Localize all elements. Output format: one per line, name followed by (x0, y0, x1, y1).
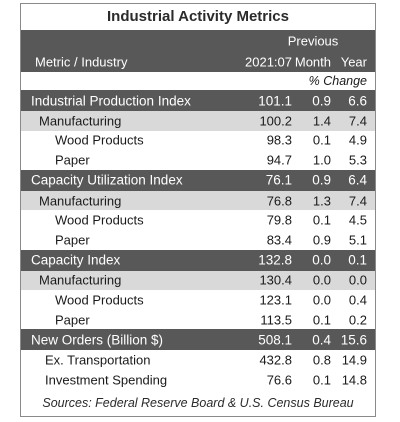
row-year-change: 0.0 (348, 272, 367, 288)
row-month-change: 0.9 (312, 232, 331, 248)
table-row: Wood Products 123.1 0.0 0.4 (21, 290, 375, 310)
row-value: 101.1 (258, 93, 292, 108)
row-label: Capacity Index (31, 252, 121, 268)
row-label: Wood Products (55, 132, 144, 148)
section-sub-row: Manufacturing 130.4 0.0 0.0 (21, 270, 375, 291)
header-pct-change: % Change (308, 74, 367, 88)
row-month-change: 0.0 (312, 292, 331, 308)
row-label: Wood Products (55, 292, 144, 308)
row-label: Investment Spending (45, 372, 168, 388)
row-month-change: 1.4 (312, 113, 331, 129)
row-month-change: 0.1 (312, 132, 331, 148)
section-sub-row: Manufacturing 100.2 1.4 7.4 (21, 111, 375, 131)
row-year-change: 7.4 (348, 113, 367, 129)
row-month-change: 0.9 (312, 172, 331, 188)
header-period: 2021:07 (245, 54, 292, 69)
header-row-1: Previous (21, 30, 375, 51)
section-main-row: New Orders (Billion $) 508.1 0.4 15.6 (21, 329, 375, 351)
row-label: Ex. Transportation (45, 352, 151, 368)
table-row: Wood Products 98.3 0.1 4.9 (21, 131, 375, 151)
row-value: 132.8 (258, 252, 292, 268)
table-row: Paper 94.7 1.0 5.3 (21, 150, 375, 170)
header-year: Year (340, 54, 367, 69)
row-label: Manufacturing (39, 272, 122, 288)
row-year-change: 0.2 (348, 312, 367, 328)
row-month-change: 0.4 (312, 332, 331, 348)
table-title: Industrial Activity Metrics (107, 8, 289, 25)
row-month-change: 0.0 (312, 252, 331, 268)
row-month-change: 1.3 (312, 193, 331, 209)
row-year-change: 0.4 (348, 292, 367, 308)
row-month-change: 0.1 (312, 212, 331, 228)
row-year-change: 14.9 (341, 352, 367, 368)
row-value: 100.2 (259, 113, 292, 129)
row-label: Manufacturing (39, 113, 122, 129)
row-value: 432.8 (259, 352, 292, 368)
section-sub-row: Manufacturing 76.8 1.3 7.4 (21, 190, 375, 211)
section-main-row: Capacity Index 132.8 0.0 0.1 (21, 249, 375, 271)
table-row: Paper 113.5 0.1 0.2 (21, 310, 375, 330)
row-value: 130.4 (259, 272, 292, 288)
row-year-change: 15.6 (340, 332, 367, 348)
row-year-change: 14.8 (341, 372, 367, 388)
header-row-3: % Change (21, 72, 375, 90)
row-value: 79.8 (266, 212, 292, 228)
metrics-table: Industrial Activity Metrics Previous Met… (20, 3, 376, 417)
header-row-2: Metric / Industry 2021:07 Month Year (21, 51, 375, 72)
row-label: Paper (55, 312, 90, 328)
table-row: Investment Spending 76.6 0.1 14.8 (21, 370, 375, 390)
row-year-change: 0.1 (348, 252, 367, 268)
row-value: 76.1 (265, 172, 292, 188)
header-metric-industry: Metric / Industry (35, 54, 128, 69)
row-year-change: 7.4 (348, 193, 367, 209)
row-label: Paper (55, 232, 90, 248)
row-value: 94.7 (266, 152, 292, 168)
row-year-change: 5.1 (348, 232, 367, 248)
row-year-change: 6.4 (348, 172, 367, 188)
row-month-change: 0.8 (312, 352, 331, 368)
row-month-change: 1.0 (312, 152, 331, 168)
row-value: 123.1 (259, 292, 292, 308)
row-label: Capacity Utilization Index (31, 172, 183, 188)
row-year-change: 5.3 (348, 152, 367, 168)
row-label: Manufacturing (39, 193, 122, 209)
row-label: Industrial Production Index (31, 93, 191, 108)
row-year-change: 6.6 (348, 93, 367, 108)
table-row: Wood Products 79.8 0.1 4.5 (21, 210, 375, 230)
row-month-change: 0.0 (312, 272, 331, 288)
row-value: 113.5 (260, 312, 292, 328)
header-previous: Previous (287, 33, 339, 48)
table-row: Paper 83.4 0.9 5.1 (21, 230, 375, 250)
source-note: Sources: Federal Reserve Board & U.S. Ce… (42, 396, 354, 410)
row-value: 76.8 (266, 193, 292, 209)
row-month-change: 0.9 (312, 93, 331, 108)
row-month-change: 0.1 (312, 372, 331, 388)
row-label: Wood Products (55, 212, 144, 228)
row-value: 76.6 (266, 372, 292, 388)
table-row: Ex. Transportation 432.8 0.8 14.9 (21, 350, 375, 370)
row-year-change: 4.5 (348, 212, 367, 228)
row-label: New Orders (Billion $) (31, 332, 164, 348)
header-month: Month (294, 54, 331, 69)
row-value: 508.1 (258, 332, 292, 348)
row-month-change: 0.1 (312, 312, 331, 328)
row-value: 98.3 (266, 132, 292, 148)
row-label: Paper (55, 152, 90, 168)
row-value: 83.4 (266, 232, 292, 248)
section-main-row: Capacity Utilization Index 76.1 0.9 6.4 (21, 169, 375, 191)
row-year-change: 4.9 (348, 132, 367, 148)
section-main-row: Industrial Production Index 101.1 0.9 6.… (21, 90, 375, 111)
